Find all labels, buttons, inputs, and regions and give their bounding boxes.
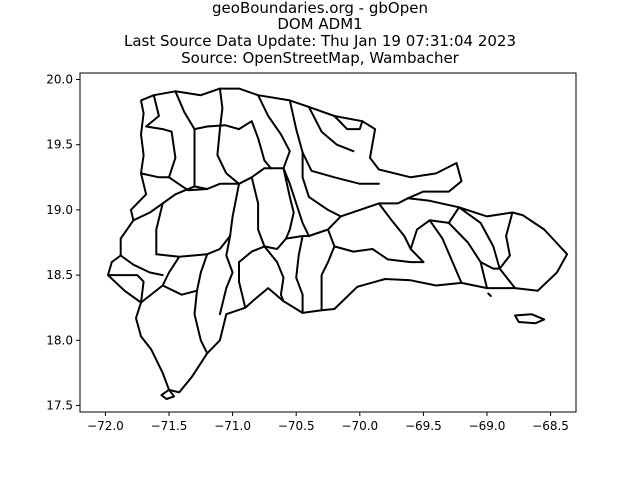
x-tick-label: −69.0 (469, 419, 506, 433)
province-boundary (288, 99, 304, 154)
province-boundary (140, 255, 181, 304)
y-tick-label: 19.0 (46, 203, 73, 217)
province-boundary (238, 120, 272, 170)
x-tick-label: −71.5 (151, 419, 188, 433)
province-boundary (301, 151, 380, 185)
province-boundary (320, 245, 336, 312)
province-boundary (238, 237, 287, 264)
x-tick-label: −70.5 (278, 419, 315, 433)
figure-title-line-2: DOM ADM1 (277, 15, 363, 33)
x-tick-label: −69.5 (405, 419, 442, 433)
axes-frame (79, 72, 577, 413)
province-boundary (371, 248, 425, 264)
y-tick-label: 19.5 (46, 138, 73, 152)
x-tick-label: −71.0 (214, 419, 251, 433)
province-boundary (458, 206, 516, 290)
province-boundary (161, 284, 198, 296)
province-boundary (132, 167, 285, 222)
province-boundary (119, 254, 164, 277)
province-boundary (257, 94, 291, 170)
y-tick-label: 18.0 (46, 333, 73, 347)
figure-title-line-4: Source: OpenStreetMap, Wambacher (181, 49, 459, 67)
province-boundary (333, 115, 364, 131)
country-outline (107, 87, 569, 394)
province-boundary (327, 228, 374, 253)
province-boundary (140, 172, 209, 192)
island-outline (160, 388, 176, 400)
province-boundary (218, 235, 234, 316)
province-boundary (145, 94, 173, 133)
x-tick-label: −70.0 (341, 419, 378, 433)
province-boundary (479, 261, 501, 270)
province-boundary (193, 253, 209, 355)
province-boundary (168, 130, 177, 179)
province-boundary (250, 176, 266, 248)
province-boundary (155, 235, 232, 258)
province-boundary (447, 221, 488, 290)
y-tick-label: 18.5 (46, 268, 73, 282)
province-boundary (285, 215, 342, 240)
province-boundary (263, 245, 285, 303)
province-boundary (498, 211, 514, 270)
province-boundary (155, 202, 164, 256)
x-tick-label: −68.5 (532, 419, 569, 433)
province-boundary (174, 90, 240, 131)
island-outline (487, 292, 492, 297)
y-tick-label: 17.5 (46, 398, 73, 412)
island-outline (514, 313, 546, 325)
province-boundary (107, 274, 145, 304)
province-boundary (216, 128, 240, 185)
province-boundary (282, 167, 295, 240)
province-boundary (377, 202, 425, 264)
figure-title-line-1: geoBoundaries.org - gbOpen (212, 0, 428, 17)
y-tick-label: 20.0 (46, 73, 73, 87)
province-boundary (295, 235, 304, 314)
province-boundary (238, 261, 247, 309)
province-boundary (307, 105, 355, 153)
x-tick-label: −72.0 (87, 419, 124, 433)
figure-title-line-3: Last Source Data Update: Thu Jan 19 07:3… (123, 32, 517, 50)
province-boundary (218, 87, 224, 131)
province-boundary (229, 182, 240, 237)
province-boundary (301, 151, 410, 218)
province-boundary (282, 167, 310, 237)
province-boundary (428, 219, 463, 284)
